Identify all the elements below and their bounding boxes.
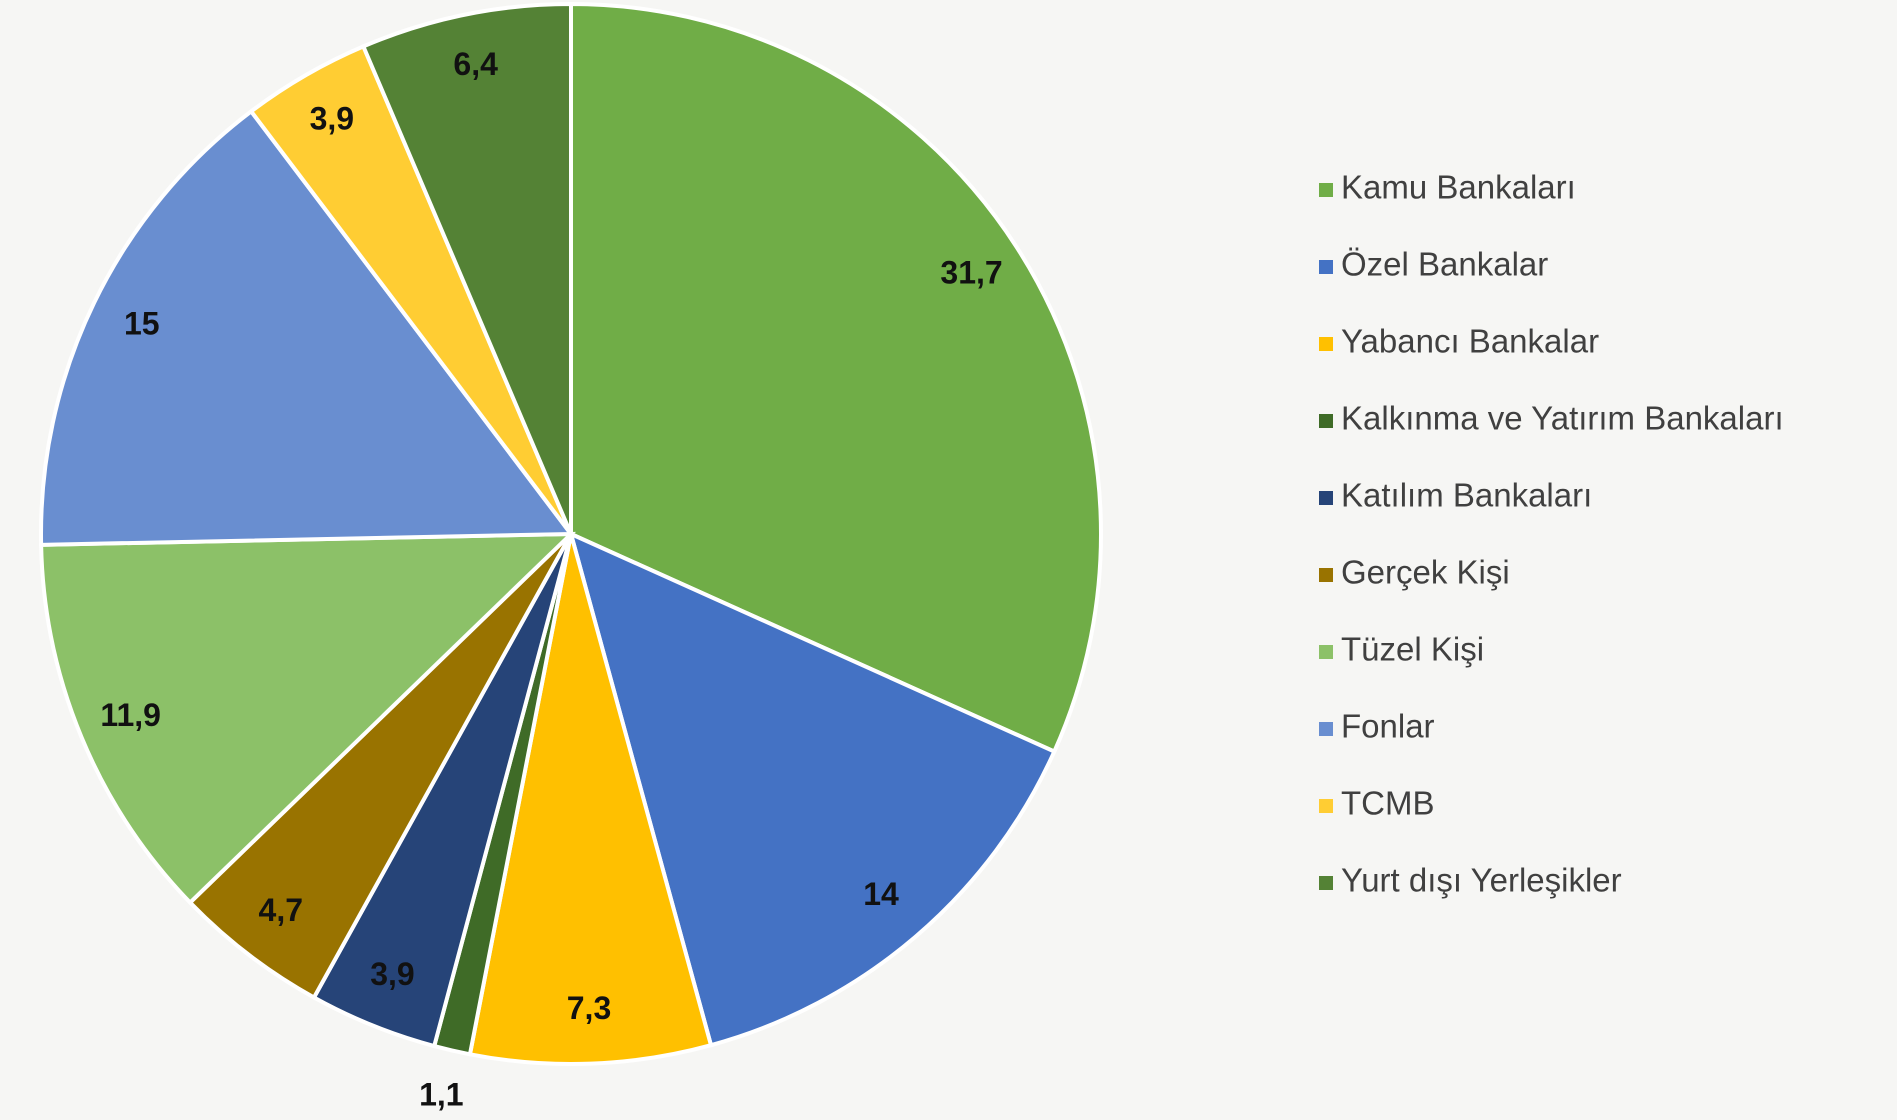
pie-slice [39, 108, 575, 547]
pie-slice [467, 533, 714, 1066]
pie-slice [567, 530, 1057, 1048]
data-label: 6,4 [453, 46, 498, 82]
data-label: 7,3 [567, 990, 611, 1026]
legend-swatch [1319, 260, 1333, 274]
legend-label: Kalkınma ve Yatırım Bankaları [1341, 400, 1784, 437]
data-label: 1,1 [419, 1076, 463, 1112]
legend-label: Fonlar [1341, 708, 1435, 745]
data-label: 3,9 [310, 101, 354, 137]
data-label: 3,9 [370, 956, 414, 992]
data-label: 31,7 [940, 254, 1002, 290]
data-label: 15 [124, 305, 160, 341]
data-label: 11,9 [100, 697, 161, 733]
legend-swatch [1319, 568, 1333, 582]
legend-label: TCMB [1341, 785, 1435, 822]
data-label: 4,7 [259, 892, 303, 928]
legend-swatch [1319, 414, 1333, 428]
legend-label: Yabancı Bankalar [1341, 323, 1599, 360]
legend-swatch [1319, 491, 1333, 505]
legend-swatch [1319, 799, 1333, 813]
legend-swatch [1319, 722, 1333, 736]
legend-label: Kamu Bankaları [1341, 169, 1576, 206]
legend-swatch [1319, 337, 1333, 351]
legend-label: Katılım Bankaları [1341, 477, 1592, 514]
pie-slice [39, 531, 577, 906]
legend-label: Tüzel Kişi [1341, 631, 1484, 668]
pie-slice [187, 532, 573, 1001]
pie-slice [360, 1, 573, 535]
legend-label: Gerçek Kişi [1341, 554, 1510, 591]
legend-label: Yurt dışı Yerleşikler [1341, 862, 1622, 899]
legend-swatch [1319, 645, 1333, 659]
pie-slice [569, 1, 1103, 755]
data-label: 14 [863, 876, 899, 912]
legend-swatch [1319, 876, 1333, 890]
legend-label: Özel Bankalar [1341, 246, 1548, 283]
legend-swatch [1319, 183, 1333, 197]
